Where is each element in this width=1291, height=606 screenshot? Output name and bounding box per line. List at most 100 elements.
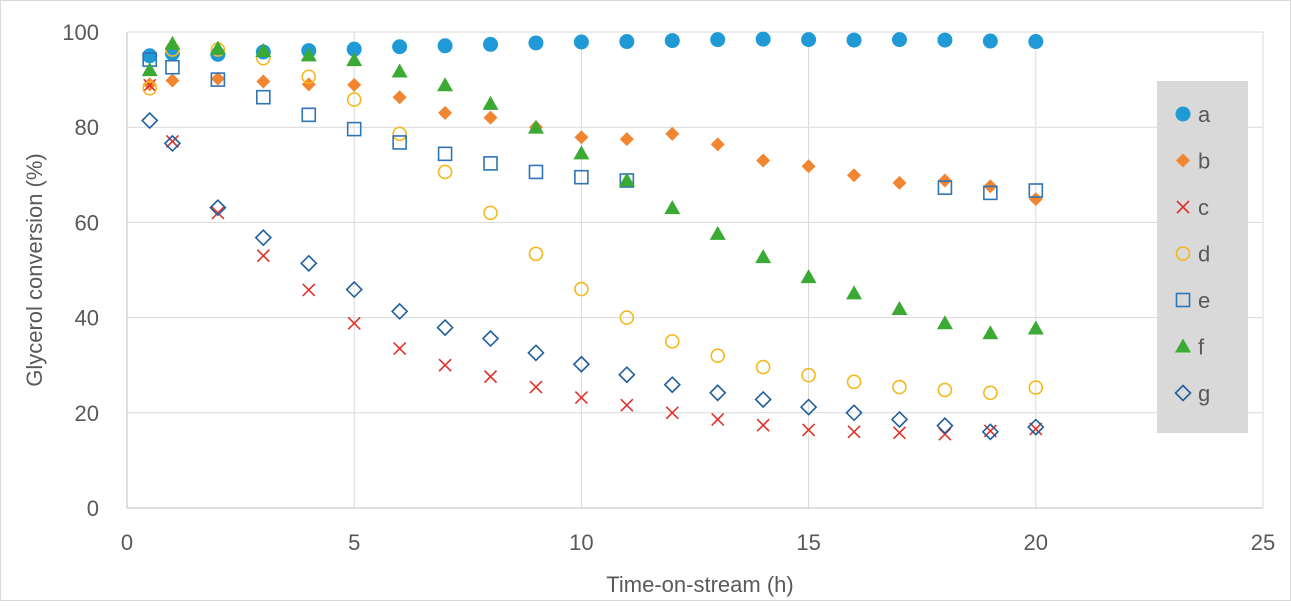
data-point-b	[392, 90, 407, 105]
data-point-e	[574, 169, 589, 185]
data-point-a	[846, 32, 862, 48]
data-point-a	[710, 32, 726, 48]
data-point-e	[1028, 183, 1044, 198]
data-point-b	[574, 130, 589, 145]
data-point-f	[437, 77, 454, 92]
data-point-e	[937, 180, 953, 195]
data-point-f	[141, 62, 158, 77]
y-tick-label: 0	[87, 496, 99, 521]
data-point-d	[483, 205, 498, 221]
data-point-g	[618, 366, 636, 384]
data-point-c	[620, 398, 634, 412]
data-point-b	[665, 126, 680, 141]
data-point-f	[300, 47, 317, 62]
data-point-c	[143, 78, 157, 92]
data-points	[141, 31, 1045, 441]
data-point-c	[802, 423, 816, 437]
data-point-c	[347, 316, 361, 330]
data-point-d	[142, 80, 158, 96]
data-point-d	[801, 367, 816, 383]
data-point-d	[846, 374, 862, 390]
data-point-e	[301, 107, 317, 123]
data-point-g	[799, 398, 818, 416]
data-point-g	[391, 302, 409, 321]
data-point-a	[392, 39, 408, 55]
data-point-g	[527, 344, 545, 362]
data-point-c	[711, 412, 725, 427]
data-point-c	[756, 418, 770, 432]
data-point-b	[1028, 192, 1043, 207]
y-tick-label: 80	[75, 115, 99, 140]
data-point-g	[209, 199, 227, 217]
legend-label-d: d	[1198, 242, 1210, 267]
data-point-f	[936, 315, 953, 330]
data-point-c	[211, 206, 225, 220]
data-point-f	[664, 200, 681, 215]
data-point-c	[302, 283, 316, 297]
legend-label-c: c	[1198, 195, 1209, 220]
data-point-e	[210, 72, 226, 87]
legend-marker-f	[1175, 338, 1191, 353]
data-point-b	[165, 73, 180, 88]
legend-background	[1157, 81, 1248, 433]
data-point-g	[845, 404, 863, 422]
legend-marker-d	[1175, 246, 1191, 261]
data-point-g	[345, 280, 363, 299]
data-point-g	[981, 423, 999, 441]
legend-marker-a	[1175, 106, 1191, 122]
data-point-f	[391, 63, 408, 78]
x-tick-label: 25	[1251, 530, 1275, 555]
data-point-c	[256, 249, 270, 263]
data-point-c	[665, 406, 679, 420]
data-point-d	[664, 334, 680, 349]
data-point-e	[346, 121, 362, 137]
data-point-f	[482, 95, 499, 110]
data-point-a	[937, 32, 953, 48]
data-point-a	[346, 41, 362, 57]
data-point-c	[892, 426, 907, 440]
data-point-d	[619, 310, 635, 325]
data-point-e	[256, 89, 271, 105]
legend-label-e: e	[1198, 288, 1210, 313]
data-point-a	[142, 48, 158, 64]
data-point-a	[437, 38, 453, 54]
data-point-g	[936, 417, 954, 435]
data-point-f	[209, 40, 226, 55]
data-point-d	[937, 382, 953, 398]
x-tick-label: 0	[121, 530, 133, 555]
legend-label-a: a	[1198, 102, 1211, 127]
data-point-c	[438, 358, 452, 372]
gridlines	[127, 31, 1264, 508]
data-point-b	[301, 77, 316, 92]
data-point-g	[141, 111, 159, 130]
data-point-g	[754, 390, 772, 409]
data-point-a	[528, 35, 544, 51]
data-point-f	[618, 172, 635, 187]
data-point-a	[891, 32, 907, 48]
legend-marker-g	[1174, 384, 1192, 402]
data-point-e	[437, 146, 453, 162]
data-point-e	[392, 135, 407, 150]
x-tick-label: 10	[569, 530, 593, 555]
data-point-b	[438, 105, 453, 120]
y-tick-label: 40	[75, 306, 99, 331]
series-d	[142, 42, 1044, 401]
data-point-d	[301, 69, 317, 85]
data-point-f	[891, 301, 908, 316]
x-tick-label: 15	[796, 530, 820, 555]
legend-marker-c	[1176, 200, 1190, 214]
data-point-f	[164, 35, 181, 50]
y-axis-title: Glycerol conversion (%)	[22, 153, 47, 387]
data-point-d	[528, 246, 544, 262]
data-point-b	[619, 132, 634, 147]
data-point-a	[755, 31, 771, 47]
data-point-g	[254, 229, 272, 247]
data-point-g	[663, 376, 681, 394]
data-point-a	[1028, 34, 1044, 50]
data-point-f	[800, 269, 817, 284]
legend-label-b: b	[1198, 149, 1210, 174]
data-point-a	[801, 32, 817, 48]
legend-label-g: g	[1198, 381, 1210, 406]
